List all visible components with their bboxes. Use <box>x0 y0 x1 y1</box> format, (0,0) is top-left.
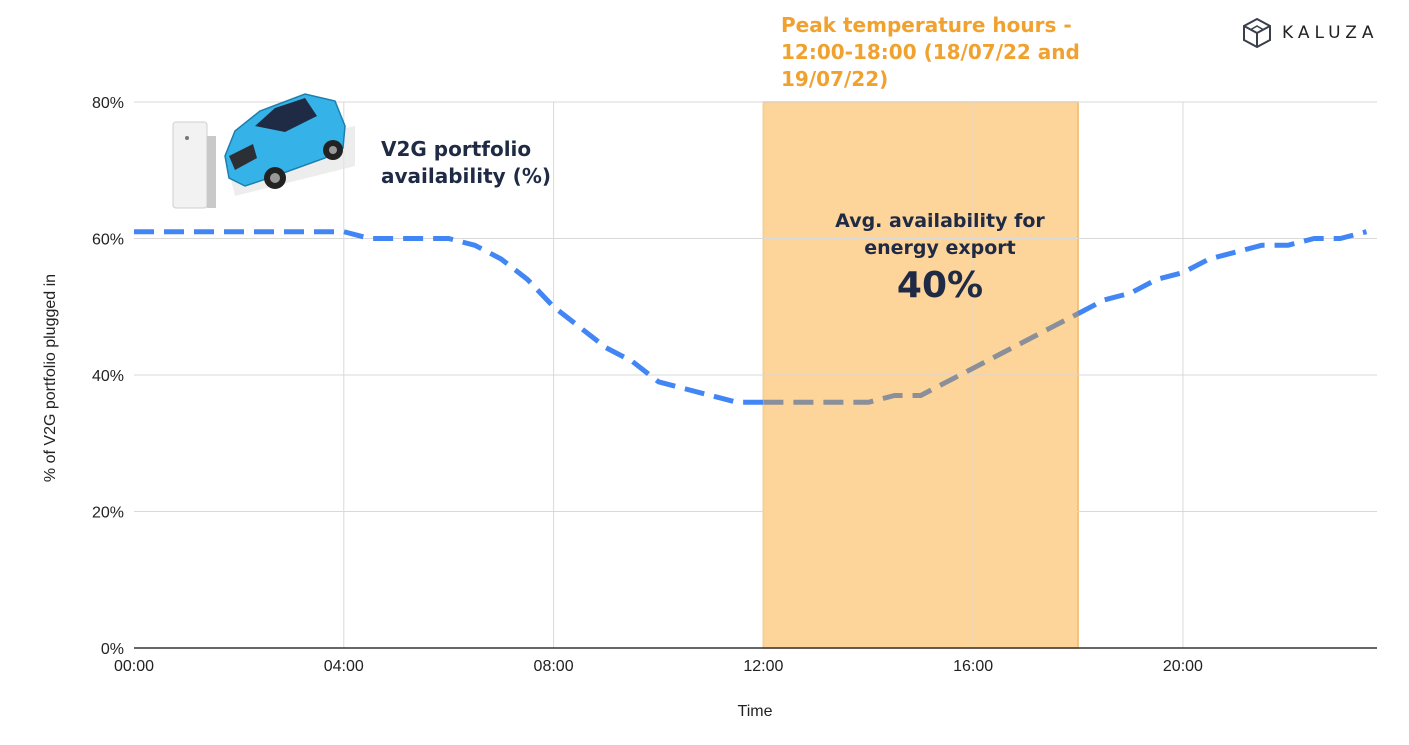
avg-availability-value: 40% <box>896 265 984 306</box>
series-legend-label: V2G portfolio availability (%) <box>381 137 551 188</box>
avg-availability-label: Avg. availability for energy export <box>835 210 1045 259</box>
y-tick-label: 80% <box>92 95 124 112</box>
x-tick-label: 12:00 <box>743 658 783 675</box>
x-tick-label: 04:00 <box>324 658 364 675</box>
x-axis-title: Time <box>738 703 773 720</box>
x-tick-label: 00:00 <box>114 658 154 675</box>
peak-hours-annotation: Peak temperature hours - 12:00-18:00 (18… <box>781 13 1080 91</box>
y-tick-label: 60% <box>92 232 124 249</box>
car-charger-illustration <box>165 86 355 212</box>
y-tick-label: 40% <box>92 368 124 385</box>
brand-name: KALUZA <box>1282 23 1379 43</box>
y-tick-label: 0% <box>101 641 124 658</box>
x-tick-label: 20:00 <box>1163 658 1203 675</box>
cube-icon <box>1243 17 1271 49</box>
series-line-evening <box>1076 229 1368 316</box>
brand-logo: KALUZA <box>1242 16 1379 50</box>
y-tick-label: 20% <box>92 505 124 522</box>
series-line-morning <box>134 229 764 405</box>
series-line-peak <box>763 311 1080 405</box>
x-tick-label: 16:00 <box>953 658 993 675</box>
x-tick-label: 08:00 <box>534 658 574 675</box>
y-axis-title: % of V2G portfolio plugged in <box>42 274 59 482</box>
